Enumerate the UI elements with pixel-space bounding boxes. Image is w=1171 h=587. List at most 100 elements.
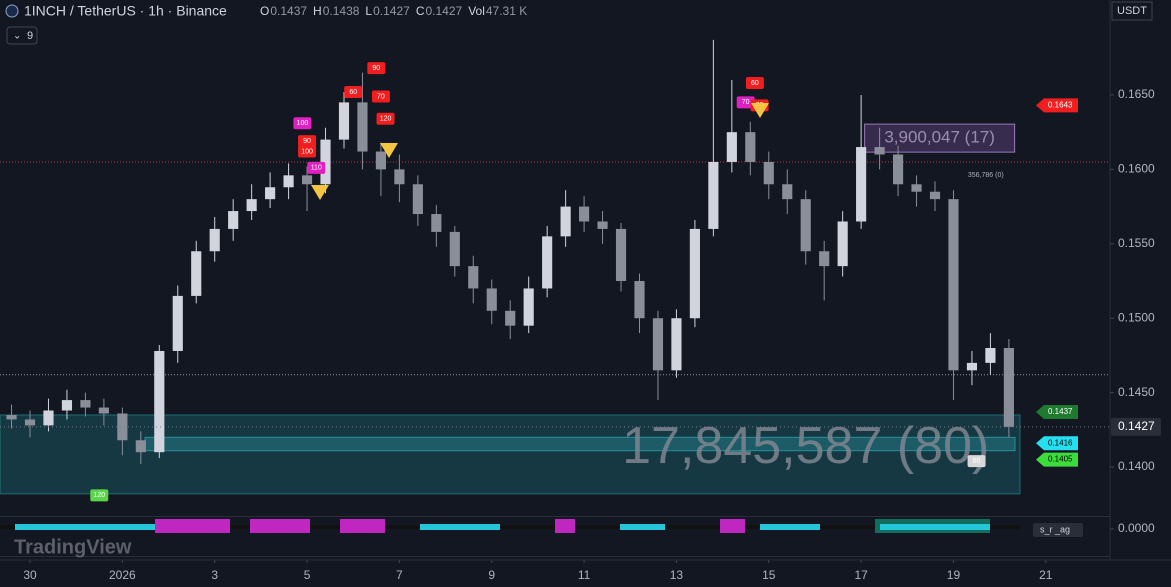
candle-body	[856, 147, 867, 222]
candle-body	[117, 413, 128, 441]
candle-body	[6, 414, 17, 420]
price-tag-label: 0.1405	[1048, 455, 1073, 464]
price-axis	[1110, 0, 1171, 560]
signal-label: 60	[973, 458, 981, 465]
strip-segment	[15, 524, 155, 530]
signal-triangle	[380, 143, 398, 158]
signal-badge	[745, 77, 764, 90]
candle-body	[301, 175, 313, 185]
signal-label: 90	[303, 138, 311, 145]
y-tick-label: 0.1550	[1118, 236, 1155, 250]
annotation: 17,845,587 (80)	[622, 417, 989, 475]
lower-pane-tag	[1033, 523, 1083, 537]
strip-segment	[555, 519, 575, 533]
price-tag	[1036, 405, 1078, 419]
candle-body	[948, 199, 959, 371]
candle-body	[412, 184, 423, 215]
candle-body	[929, 191, 941, 200]
candle-body	[560, 206, 571, 237]
price-tag-label: 0.1643	[1048, 100, 1073, 109]
strip-segment	[155, 519, 230, 533]
signal-badge	[293, 117, 312, 130]
ohlc-key: C	[416, 4, 425, 18]
candle-body	[597, 221, 608, 229]
candle-body	[24, 419, 36, 426]
signal-badge	[376, 112, 395, 125]
candle-body	[135, 440, 146, 453]
plot-area: 17,845,587 (80) 3,900,047 (17) 356,786 (0)…	[0, 39, 1110, 502]
indicator-caret: ⌄	[13, 31, 21, 42]
ohlc-key: O	[260, 4, 269, 18]
x-tick-label: 19	[947, 568, 961, 582]
signal-badge	[90, 489, 109, 502]
candle-body	[283, 175, 294, 188]
candle-body	[154, 350, 165, 453]
candle-body	[819, 251, 830, 267]
signal-badge	[367, 62, 386, 75]
signal-label: 70	[377, 93, 385, 100]
x-tick-label: 17	[854, 568, 868, 582]
signal-badge	[371, 90, 390, 103]
signal-badge	[967, 455, 986, 468]
last-price-tag	[1111, 417, 1161, 436]
lower-pane-tick-label: 0.0000	[1118, 521, 1155, 535]
signal-badge	[307, 161, 326, 174]
candle-body	[228, 211, 239, 229]
ohlc-value: 0.1437	[270, 4, 307, 18]
indicator-strip	[0, 516, 1110, 557]
candle-body	[837, 221, 848, 267]
candle-body	[782, 184, 793, 200]
symbol-title: 1INCH / TetherUS · 1h · Binance	[24, 3, 227, 19]
candle-body	[579, 206, 590, 222]
candle-body	[800, 199, 811, 252]
signal-label: 120	[93, 492, 105, 499]
candle-body	[874, 147, 885, 155]
signal-label: 120	[380, 116, 392, 123]
signal-label: 70	[742, 99, 750, 106]
indicator-toggle[interactable]	[6, 26, 38, 45]
candle-body	[431, 214, 442, 232]
x-tick-label: 21	[1039, 568, 1053, 582]
y-tick-label: 0.1500	[1118, 310, 1155, 324]
signal-label: 110	[311, 165, 322, 172]
currency: USDT	[1117, 5, 1147, 17]
ohlc-key: L	[365, 4, 372, 18]
signal-badge	[298, 135, 317, 148]
candle-body	[375, 151, 387, 170]
annotation-box	[864, 123, 1016, 153]
ohlc-readout: O 0.1437 H 0.1438 L 0.1427 C 0.1427 Vol 47.31 K	[260, 4, 527, 18]
candle-body	[763, 161, 774, 185]
candle-body	[172, 295, 183, 351]
ohlc-value: 47.31 K	[486, 4, 527, 18]
y-tick-label: 0.1600	[1118, 162, 1155, 176]
indicator-count: 9	[27, 30, 33, 42]
signal-triangle	[311, 185, 329, 200]
x-tick-label: 13	[670, 568, 684, 582]
annotation: 356,786 (0)	[968, 172, 1004, 179]
candle-body	[61, 400, 73, 411]
x-tick-label: 2026	[109, 568, 136, 582]
price-tag-label: 0.1416	[1048, 438, 1073, 447]
x-tick-label: 5	[304, 568, 311, 582]
ohlc-key: H	[313, 4, 322, 18]
pane-separator	[0, 516, 1110, 517]
signal-label: 100	[301, 148, 313, 155]
ohlc-key: Vol	[468, 4, 485, 18]
annotation: 3,900,047 (17)	[884, 128, 995, 147]
x-tick-label: 3	[211, 568, 218, 582]
candle-body	[542, 236, 553, 289]
x-tick-label: 15	[762, 568, 776, 582]
candle-body	[985, 347, 996, 363]
candle-body	[320, 139, 331, 185]
candle-body	[505, 310, 516, 326]
candle-body	[209, 228, 220, 252]
strip-segment	[620, 524, 665, 530]
x-tick-label: 30	[23, 568, 37, 582]
price-tag	[1036, 98, 1078, 113]
candle-body	[394, 169, 405, 185]
candle-body	[523, 288, 534, 326]
candle-body	[191, 251, 202, 296]
strip-segment	[250, 519, 310, 533]
strip-base	[0, 525, 1020, 529]
